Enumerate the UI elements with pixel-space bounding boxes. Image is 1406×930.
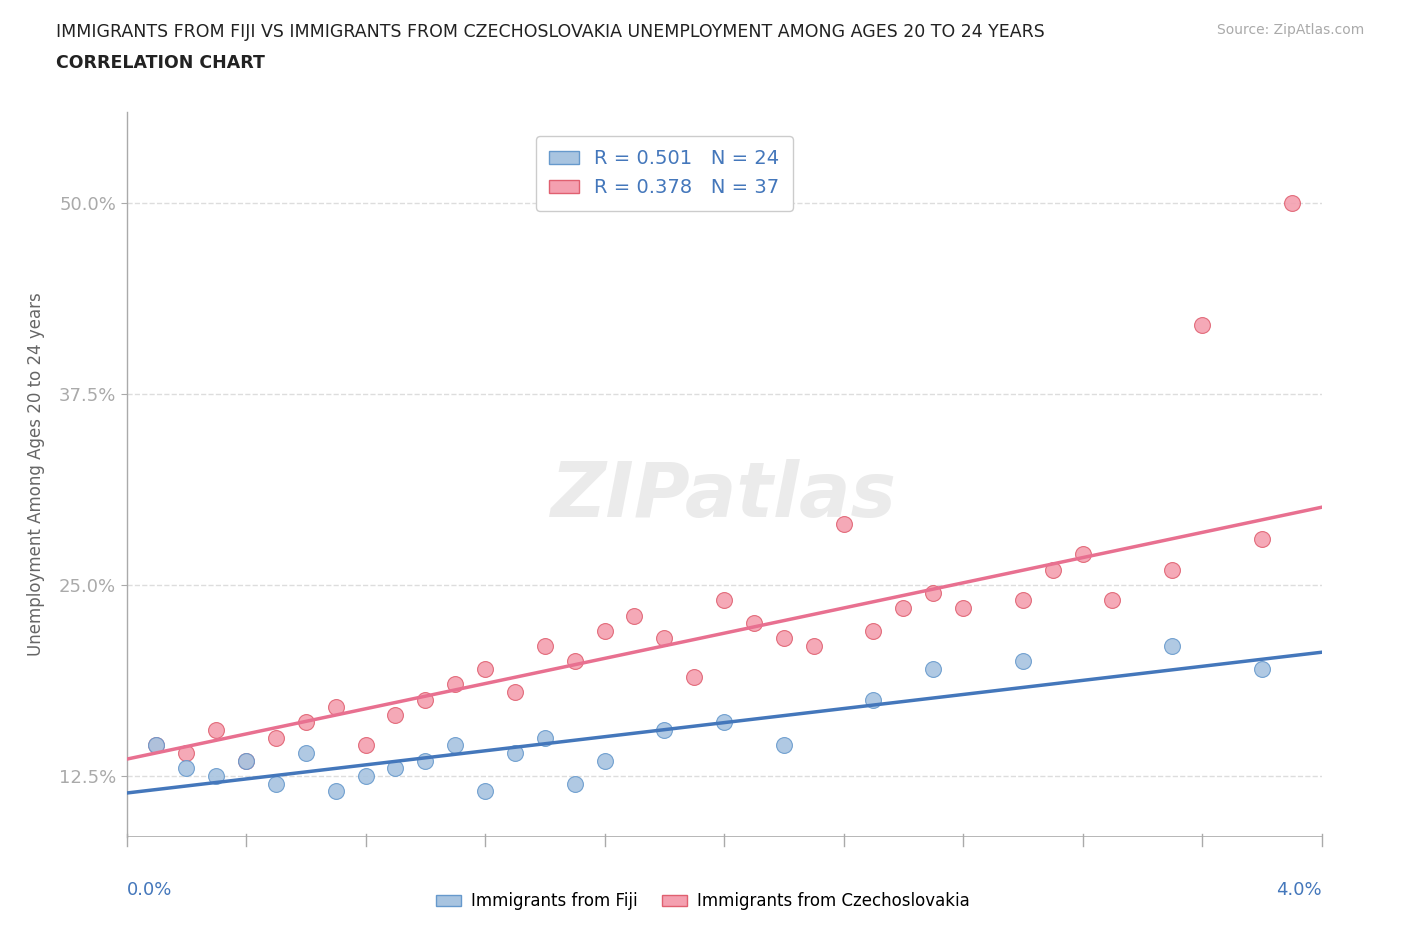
- Point: [474, 661, 496, 676]
- Point: [174, 761, 197, 776]
- Point: [564, 654, 586, 669]
- Text: Source: ZipAtlas.com: Source: ZipAtlas.com: [1216, 23, 1364, 37]
- Text: CORRELATION CHART: CORRELATION CHART: [56, 54, 266, 72]
- Point: [384, 708, 406, 723]
- Point: [145, 737, 167, 752]
- Point: [294, 715, 316, 730]
- Point: [564, 777, 586, 791]
- Point: [444, 737, 467, 752]
- Point: [1310, 883, 1333, 897]
- Point: [652, 723, 675, 737]
- Point: [325, 699, 347, 714]
- Point: [474, 784, 496, 799]
- Point: [922, 661, 945, 676]
- Text: ZIPatlas: ZIPatlas: [551, 459, 897, 533]
- Point: [713, 715, 735, 730]
- Point: [1250, 661, 1272, 676]
- Legend: Immigrants from Fiji, Immigrants from Czechoslovakia: Immigrants from Fiji, Immigrants from Cz…: [429, 885, 977, 917]
- Legend: R = 0.501   N = 24, R = 0.378   N = 37: R = 0.501 N = 24, R = 0.378 N = 37: [536, 136, 793, 211]
- Point: [862, 623, 884, 638]
- Point: [1101, 592, 1123, 607]
- Point: [1011, 654, 1033, 669]
- Point: [952, 601, 974, 616]
- Point: [235, 753, 257, 768]
- Point: [803, 639, 825, 654]
- Text: 0.0%: 0.0%: [127, 881, 172, 898]
- Point: [1191, 318, 1213, 333]
- Point: [264, 730, 287, 745]
- Point: [1042, 563, 1064, 578]
- Point: [713, 592, 735, 607]
- Point: [922, 585, 945, 600]
- Point: [623, 608, 645, 623]
- Point: [1071, 547, 1094, 562]
- Point: [742, 616, 765, 631]
- Point: [354, 737, 377, 752]
- Point: [325, 784, 347, 799]
- Point: [832, 516, 855, 531]
- Point: [1250, 532, 1272, 547]
- Point: [413, 692, 436, 707]
- Point: [1161, 639, 1184, 654]
- Text: 4.0%: 4.0%: [1277, 881, 1322, 898]
- Point: [862, 692, 884, 707]
- Point: [533, 730, 555, 745]
- Point: [593, 753, 616, 768]
- Point: [205, 723, 228, 737]
- Point: [683, 670, 706, 684]
- Point: [503, 746, 526, 761]
- Point: [652, 631, 675, 646]
- Y-axis label: Unemployment Among Ages 20 to 24 years: Unemployment Among Ages 20 to 24 years: [27, 292, 45, 657]
- Point: [1161, 563, 1184, 578]
- Point: [205, 768, 228, 783]
- Point: [772, 631, 794, 646]
- Point: [1281, 196, 1303, 211]
- Point: [264, 777, 287, 791]
- Point: [444, 677, 467, 692]
- Point: [384, 761, 406, 776]
- Point: [593, 623, 616, 638]
- Point: [354, 768, 377, 783]
- Point: [891, 601, 914, 616]
- Point: [413, 753, 436, 768]
- Point: [235, 753, 257, 768]
- Point: [772, 737, 794, 752]
- Point: [503, 684, 526, 699]
- Text: IMMIGRANTS FROM FIJI VS IMMIGRANTS FROM CZECHOSLOVAKIA UNEMPLOYMENT AMONG AGES 2: IMMIGRANTS FROM FIJI VS IMMIGRANTS FROM …: [56, 23, 1045, 41]
- Point: [533, 639, 555, 654]
- Point: [294, 746, 316, 761]
- Point: [1011, 592, 1033, 607]
- Point: [174, 746, 197, 761]
- Point: [145, 737, 167, 752]
